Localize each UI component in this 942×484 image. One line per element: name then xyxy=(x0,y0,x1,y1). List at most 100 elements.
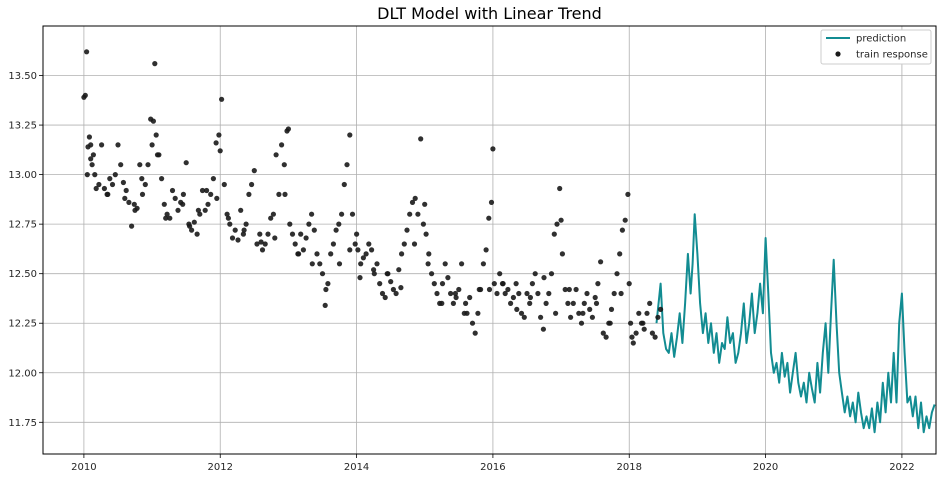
train-response-point xyxy=(532,271,538,277)
train-response-point xyxy=(467,294,473,301)
train-response-point xyxy=(322,302,328,308)
train-response-point xyxy=(325,281,331,287)
train-response-point xyxy=(225,215,231,221)
train-response-point xyxy=(633,330,639,336)
train-response-point xyxy=(442,261,448,267)
train-response-point xyxy=(415,211,421,217)
train-response-point xyxy=(93,185,99,192)
train-response-point xyxy=(570,300,576,306)
x-tick-label: 2016 xyxy=(480,462,505,473)
train-response-point xyxy=(476,286,482,293)
train-response-point xyxy=(618,290,624,297)
train-response-point xyxy=(227,221,233,227)
train-response-point xyxy=(205,201,211,207)
train-response-point xyxy=(129,223,135,229)
train-response-point xyxy=(281,162,287,168)
train-response-point xyxy=(459,261,465,267)
train-response-point xyxy=(622,217,628,223)
train-response-point xyxy=(366,241,372,247)
train-response-point xyxy=(217,148,223,154)
train-response-point xyxy=(265,231,271,237)
train-response-point xyxy=(548,271,555,277)
train-response-point xyxy=(439,281,446,287)
train-response-point xyxy=(557,185,563,192)
train-response-point xyxy=(330,241,336,247)
train-response-point xyxy=(298,231,304,237)
train-response-point xyxy=(418,136,424,142)
train-response-point xyxy=(510,294,516,301)
train-response-point xyxy=(379,290,386,297)
prediction-line xyxy=(655,213,936,434)
train-response-point xyxy=(89,162,95,168)
train-response-point xyxy=(219,96,225,102)
train-response-point xyxy=(453,294,459,301)
train-response-point xyxy=(598,259,604,265)
train-response-point xyxy=(363,251,369,257)
train-response-point xyxy=(486,286,493,293)
train-response-point xyxy=(84,49,90,55)
train-response-point xyxy=(518,310,525,316)
train-response-point xyxy=(568,314,574,320)
train-response-point xyxy=(475,310,481,316)
train-response-point xyxy=(344,162,350,168)
train-response-point xyxy=(90,152,96,158)
train-response-point xyxy=(374,261,380,267)
train-response-point xyxy=(306,221,312,227)
train-response-point xyxy=(336,221,342,227)
train-response-point xyxy=(92,172,98,178)
train-response-point xyxy=(540,326,547,332)
train-response-point xyxy=(224,211,230,217)
train-response-point xyxy=(169,187,176,194)
train-response-point xyxy=(538,314,544,320)
train-response-point xyxy=(183,160,189,166)
x-tick-label: 2012 xyxy=(208,462,233,473)
train-response-point xyxy=(139,176,145,182)
train-response-point xyxy=(452,290,458,297)
train-response-point xyxy=(608,306,615,312)
train-response-point xyxy=(393,290,399,297)
train-response-point xyxy=(535,290,541,297)
train-response-point xyxy=(232,227,238,233)
train-response-point xyxy=(246,191,252,197)
train-response-point xyxy=(494,290,500,297)
train-response-point xyxy=(289,231,296,237)
train-response-point xyxy=(497,271,503,277)
train-response-point xyxy=(195,207,201,213)
train-response-point xyxy=(105,191,111,197)
train-response-point xyxy=(562,286,568,293)
train-response-point xyxy=(434,290,440,297)
train-response-point xyxy=(142,181,148,188)
train-response-point xyxy=(553,310,559,316)
y-tick-label: 13.50 xyxy=(8,71,37,82)
train-response-point xyxy=(159,176,165,182)
train-response-point xyxy=(423,231,429,237)
train-response-point xyxy=(120,179,126,186)
train-response-point xyxy=(514,306,520,312)
train-response-point xyxy=(311,227,317,233)
axis-ticks: 2010 2012 2014 2016 2018 2020 2022 11.75 12.00 12… xyxy=(8,71,914,473)
train-response-point xyxy=(189,227,195,233)
train-response-point xyxy=(617,251,623,257)
axes-frame xyxy=(42,25,937,455)
x-tick-label: 2022 xyxy=(889,462,914,473)
train-response-point xyxy=(152,61,158,67)
train-response-point xyxy=(614,271,620,277)
train-response-point xyxy=(96,181,102,188)
train-response-point xyxy=(172,195,178,201)
train-response-point xyxy=(276,191,282,197)
train-response-point xyxy=(652,334,658,340)
train-response-point xyxy=(251,168,257,174)
train-response-point xyxy=(490,146,496,152)
train-response-point xyxy=(516,290,522,297)
train-response-point xyxy=(469,320,476,326)
train-response-point xyxy=(123,187,129,194)
train-response-point xyxy=(595,281,601,287)
train-response-point xyxy=(287,221,293,227)
train-response-point xyxy=(268,215,274,221)
train-response-point xyxy=(333,227,339,233)
train-response-point xyxy=(349,211,356,217)
train-response-point xyxy=(314,251,320,257)
train-response-point xyxy=(309,261,315,267)
train-response-point xyxy=(354,231,360,237)
train-response-point xyxy=(371,267,377,273)
